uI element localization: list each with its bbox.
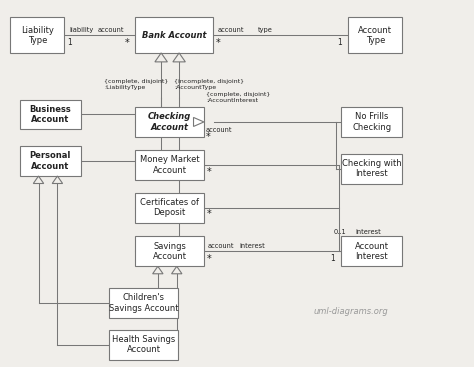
FancyBboxPatch shape	[341, 107, 402, 137]
Text: {complete, disjoint}
:AccountInterest: {complete, disjoint} :AccountInterest	[206, 92, 271, 103]
FancyBboxPatch shape	[109, 330, 178, 360]
FancyBboxPatch shape	[136, 18, 213, 53]
Text: Account
Type: Account Type	[358, 25, 392, 45]
FancyBboxPatch shape	[136, 236, 204, 266]
Text: Savings
Account: Savings Account	[153, 242, 187, 261]
FancyBboxPatch shape	[136, 107, 204, 137]
FancyBboxPatch shape	[136, 193, 204, 223]
FancyBboxPatch shape	[136, 150, 204, 180]
Text: Money Market
Account: Money Market Account	[140, 155, 200, 175]
Text: account: account	[205, 127, 232, 133]
Text: 1: 1	[330, 254, 335, 264]
Text: liability: liability	[69, 27, 93, 33]
Text: account: account	[208, 243, 234, 249]
Text: 1: 1	[67, 38, 72, 47]
Text: 0..1: 0..1	[334, 229, 346, 235]
Text: Health Savings
Account: Health Savings Account	[112, 335, 175, 355]
Text: uml-diagrams.org: uml-diagrams.org	[313, 307, 388, 316]
Text: Checking with
Interest: Checking with Interest	[342, 159, 401, 178]
Text: Liability
Type: Liability Type	[21, 25, 54, 45]
FancyBboxPatch shape	[341, 236, 402, 266]
Text: *: *	[125, 38, 130, 48]
FancyBboxPatch shape	[10, 18, 64, 53]
Text: {incomplete, disjoint}
:AccountType: {incomplete, disjoint} :AccountType	[174, 79, 245, 90]
Text: account: account	[218, 27, 245, 33]
Text: No Frills
Checking: No Frills Checking	[352, 112, 391, 132]
Text: *: *	[206, 210, 211, 219]
Text: account: account	[98, 27, 124, 33]
FancyBboxPatch shape	[19, 146, 81, 176]
Text: Children's
Savings Account: Children's Savings Account	[109, 293, 178, 313]
Text: Checking
Account: Checking Account	[148, 112, 191, 132]
Text: Account
Interest: Account Interest	[355, 242, 389, 261]
Text: interest: interest	[239, 243, 265, 249]
Text: interest: interest	[355, 229, 381, 235]
Text: Business
Account: Business Account	[29, 105, 71, 124]
Text: {complete, disjoint}
:LiabilityType: {complete, disjoint} :LiabilityType	[104, 79, 169, 90]
Text: 1: 1	[337, 38, 342, 47]
Text: *: *	[216, 38, 220, 48]
Text: Personal
Account: Personal Account	[30, 152, 71, 171]
Text: Bank Account: Bank Account	[142, 31, 207, 40]
Text: *: *	[205, 132, 210, 142]
FancyBboxPatch shape	[348, 18, 402, 53]
FancyBboxPatch shape	[19, 99, 81, 130]
Text: *: *	[206, 254, 211, 264]
FancyBboxPatch shape	[109, 288, 178, 318]
Text: Certificates of
Deposit: Certificates of Deposit	[140, 198, 199, 218]
Text: type: type	[258, 27, 273, 33]
Text: *: *	[206, 167, 211, 177]
FancyBboxPatch shape	[341, 154, 402, 184]
